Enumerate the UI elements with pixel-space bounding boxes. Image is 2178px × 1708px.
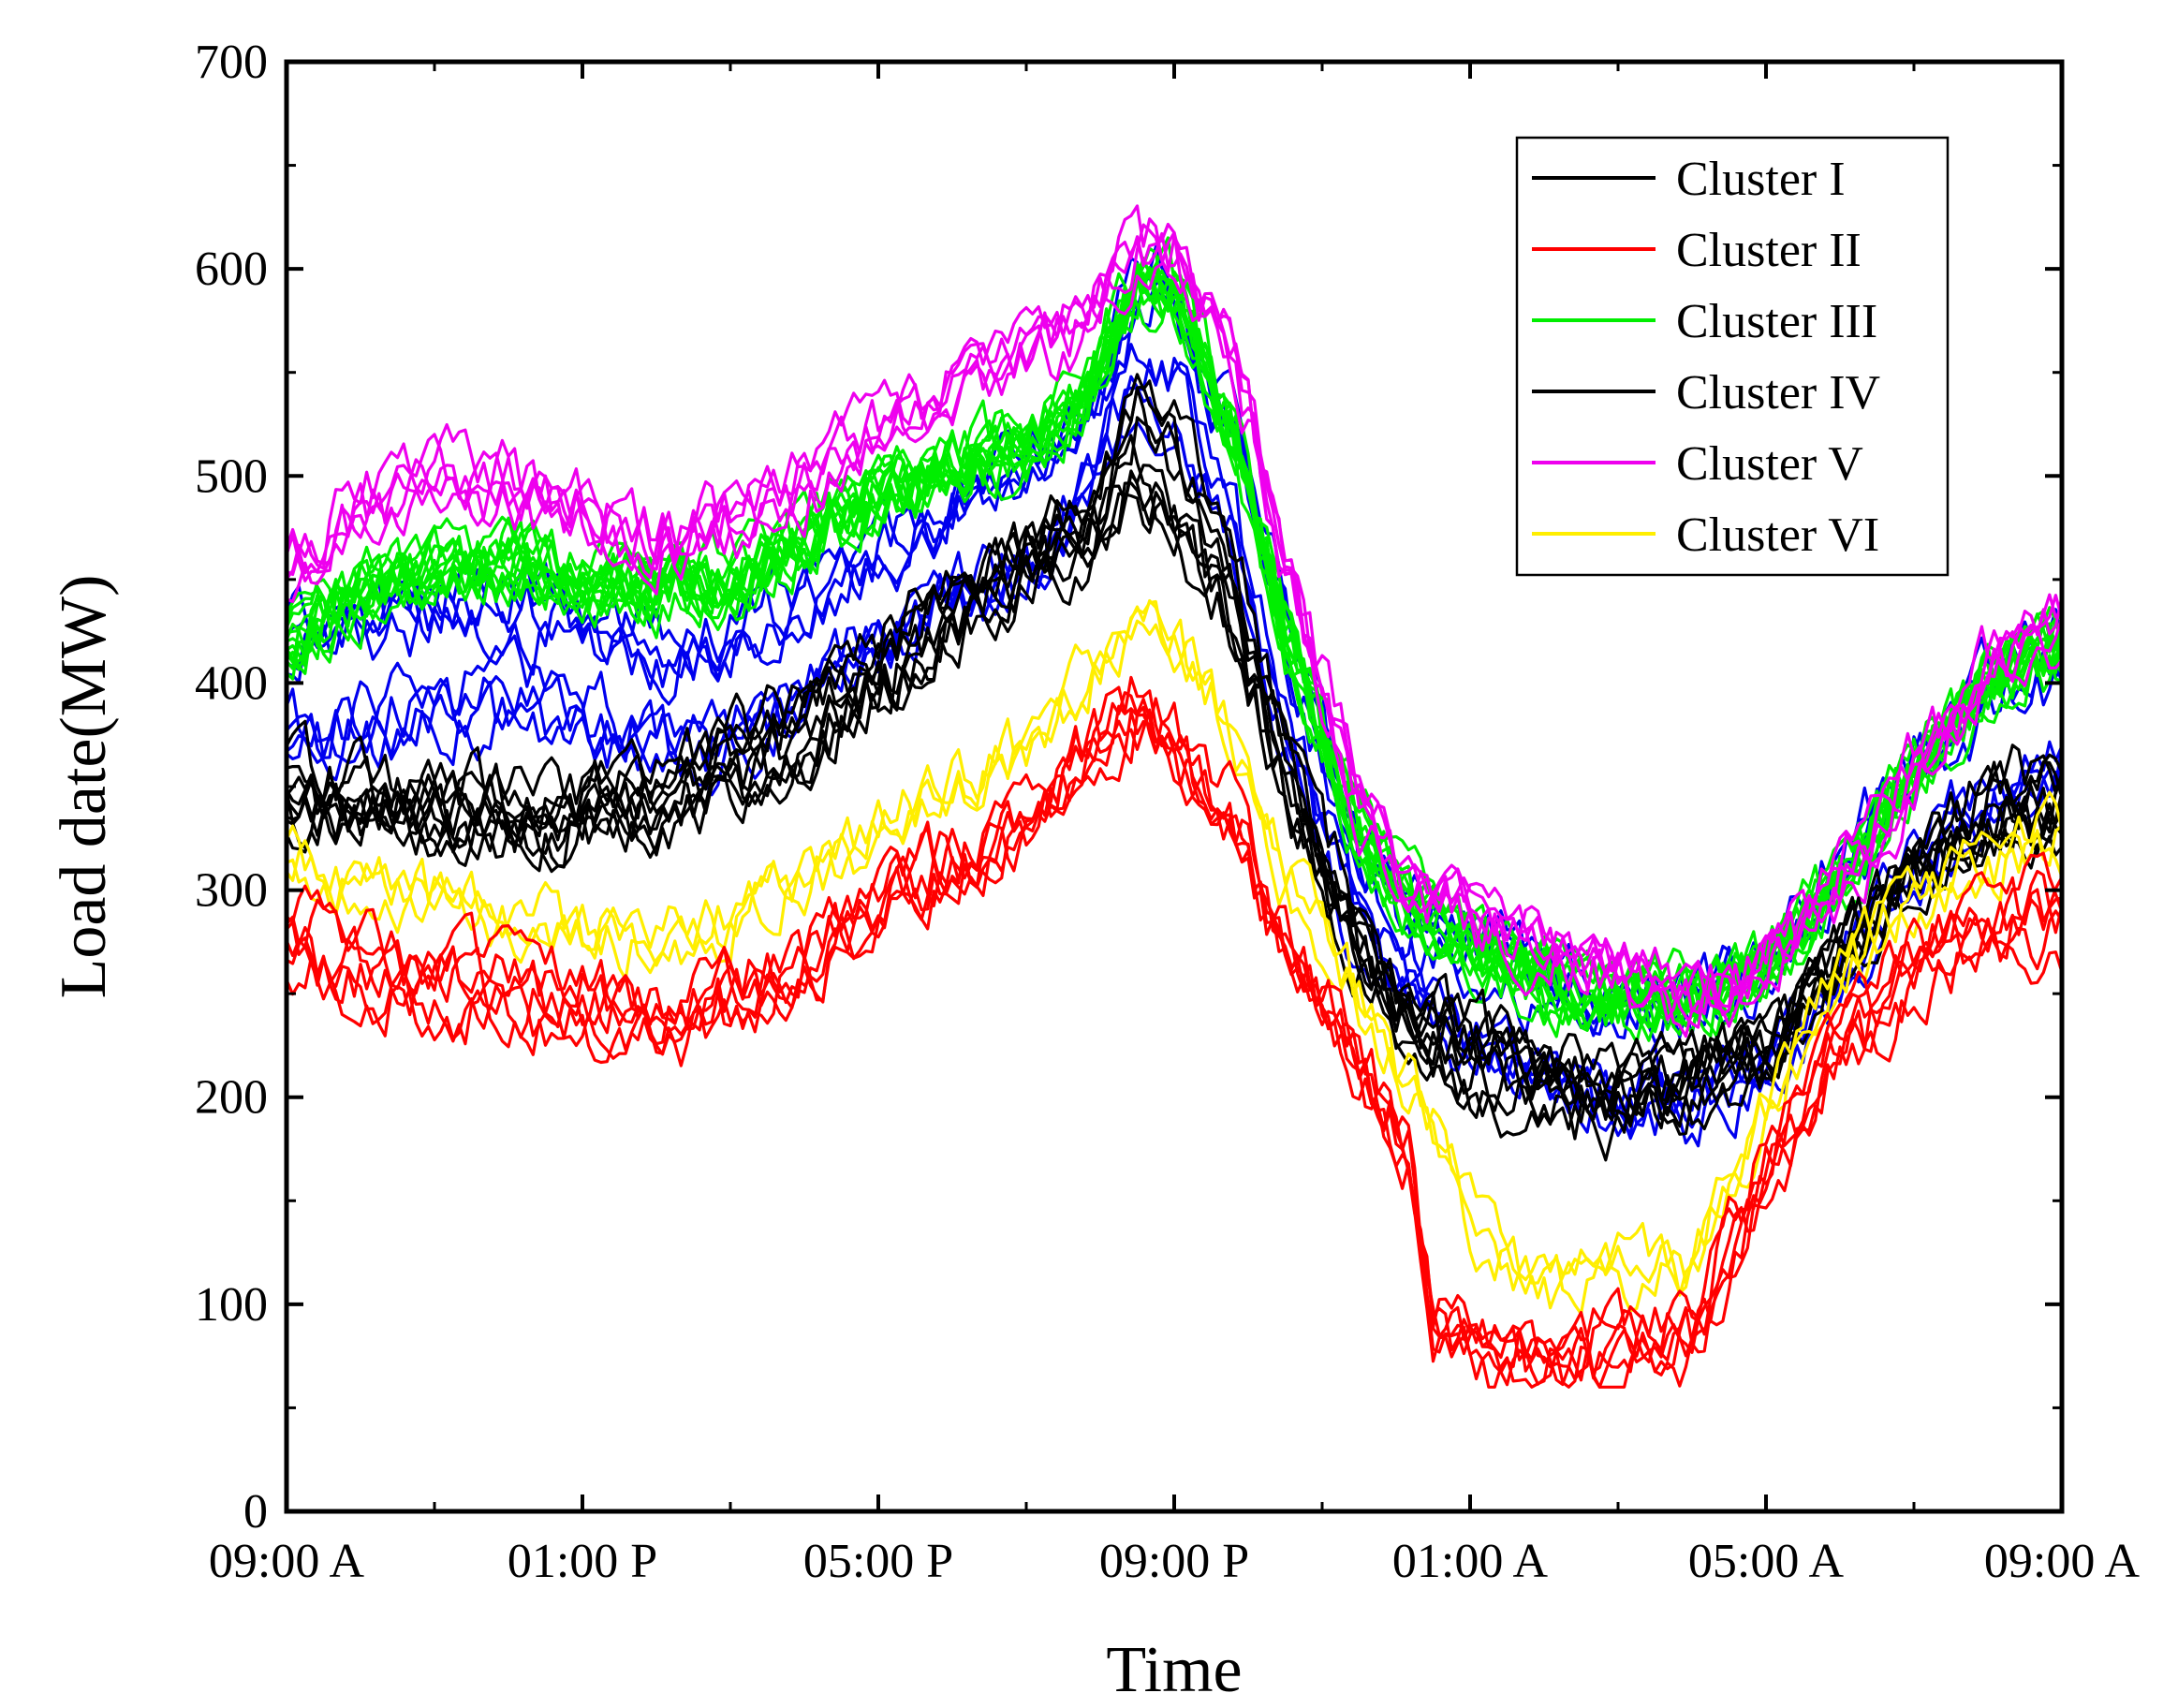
legend-label: Cluster II — [1676, 224, 1862, 277]
series-lines — [285, 204, 2064, 1389]
series-line-cluster-ii — [285, 697, 2064, 1362]
series-line-cluster-vi — [285, 599, 2064, 1310]
y-tick-label: 300 — [195, 864, 268, 918]
series-line-cluster-i — [285, 481, 2064, 1116]
y-axis-title: Load date(MW) — [48, 575, 120, 999]
series-line-unlabeled-blue — [285, 343, 2064, 1148]
legend-label: Cluster I — [1676, 153, 1846, 206]
x-tick-label: 09:00 A — [1984, 1535, 2141, 1588]
legend-label: Cluster V — [1676, 437, 1863, 491]
y-tick-label: 500 — [195, 449, 268, 503]
series-line-cluster-ii — [285, 708, 2063, 1381]
legend-label: Cluster VI — [1676, 508, 1879, 562]
series-line-cluster-ii — [285, 710, 2064, 1389]
series-line-cluster-v — [286, 230, 2064, 1029]
series-line-cluster-v — [286, 204, 2064, 1038]
y-tick-label: 700 — [195, 36, 268, 89]
axis-ticks: 0 100 200 300 400 500 600 700 09:00 A 01:00 P 05:0… — [195, 36, 2141, 1588]
legend-label: Cluster III — [1676, 295, 1877, 348]
x-tick-label: 05:00 A — [1688, 1535, 1845, 1588]
legend-label: Cluster IV — [1676, 366, 1880, 420]
x-tick-label: 09:00 A — [209, 1535, 365, 1588]
x-tick-label: 01:00 P — [508, 1535, 657, 1588]
series-line-cluster-iv — [285, 373, 2064, 1130]
x-axis-title: Time — [1106, 1634, 1242, 1706]
y-tick-label: 0 — [243, 1485, 268, 1539]
x-tick-label: 09:00 P — [1099, 1535, 1249, 1588]
y-tick-label: 600 — [195, 243, 268, 296]
x-tick-label: 05:00 P — [803, 1535, 953, 1588]
series-line-cluster-ii — [285, 697, 2064, 1387]
y-tick-label: 400 — [195, 656, 268, 710]
legend-box — [1515, 136, 1950, 577]
x-tick-label: 01:00 A — [1392, 1535, 1549, 1588]
y-tick-label: 200 — [195, 1071, 268, 1125]
series-line-cluster-v — [285, 231, 2064, 1022]
y-tick-label: 100 — [195, 1278, 268, 1332]
series-line-cluster-i — [286, 434, 2064, 1095]
series-line-cluster-i — [285, 469, 2064, 1113]
legend: Cluster I Cluster II Cluster III Cluster IV… — [1515, 136, 1950, 577]
